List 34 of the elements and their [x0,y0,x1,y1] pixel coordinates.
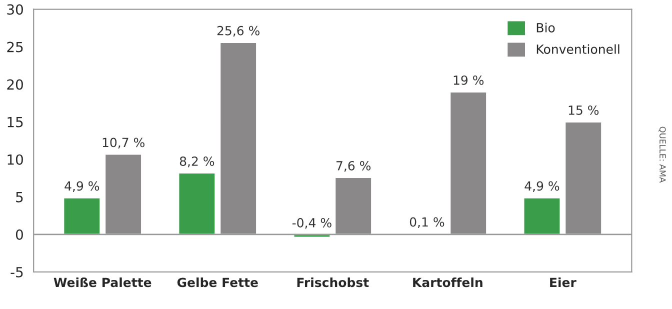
x-tick-label: Gelbe Fette [177,277,258,288]
y-tick-label: 0 [16,229,23,240]
data-label: 25,6 % [217,26,260,37]
data-label: 0,1 % [410,217,444,228]
y-tick-label: 30 [7,4,23,15]
data-label: 7,6 % [336,160,371,172]
bar [564,121,602,236]
y-tick-label: 10 [8,154,23,165]
bar [522,196,562,236]
source-note: QUELLE: AMA [658,126,666,183]
data-label: -0,4 % [292,218,332,229]
data-label: 19 % [454,75,484,85]
x-tick-label: Eier [550,277,576,288]
y-tick-label: 15 [8,116,23,128]
data-label: 4,9 % [64,181,100,192]
y-tick-label: 25 [7,42,23,52]
x-tick-label: Weiße Palette [54,277,152,288]
data-label: 15 % [568,105,599,115]
bar [449,91,488,236]
bar [334,176,372,236]
bar [178,172,216,236]
bar [104,153,142,236]
x-tick-label: Frischobst [297,277,369,288]
y-tick-label: 20 [7,79,23,90]
x-tick-label: Kartoffeln [413,277,482,288]
y-tick-label: 5 [16,192,23,202]
data-label: 8,2 % [180,156,214,168]
legend-label: Konventionell [536,44,620,54]
y-tick-label: -5 [10,267,23,278]
bar [62,196,102,236]
bar [219,42,258,236]
data-label: 4,9 % [524,181,560,192]
legend-label: Bio [536,22,555,32]
data-label: 10,7 % [102,138,144,148]
